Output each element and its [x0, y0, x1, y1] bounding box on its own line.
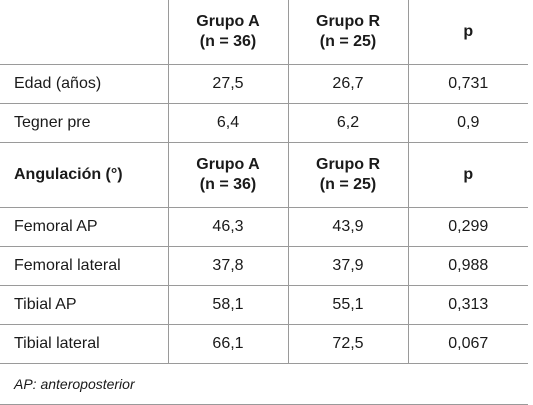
row-label: Femoral lateral [0, 246, 168, 286]
row-value-grupo-a: 46,3 [167, 207, 288, 247]
row-p-value: 0,067 [407, 324, 528, 364]
row-value-grupo-a: 27,5 [167, 64, 288, 104]
row-value-grupo-r: 43,9 [287, 207, 408, 247]
row-p-value: 0,299 [407, 207, 528, 247]
footnote-row: AP: anteroposterior [0, 363, 528, 405]
row-p-value: 0,731 [407, 64, 528, 104]
row-value-grupo-r: 72,5 [287, 324, 408, 364]
header-empty-cell [0, 0, 168, 65]
header-p-value: p [407, 0, 528, 65]
table-row: Tibial AP 58,1 55,1 0,313 [0, 285, 528, 325]
header-grupo-r-name: Grupo R [316, 13, 380, 30]
row-p-value: 0,313 [407, 285, 528, 325]
row-label: Tibial lateral [0, 324, 168, 364]
row-value-grupo-a: 58,1 [167, 285, 288, 325]
table-row: Femoral AP 46,3 43,9 0,299 [0, 207, 528, 247]
row-value-grupo-a: 6,4 [167, 103, 288, 143]
header-row-general: Grupo A (n = 36) Grupo R (n = 25) p [0, 0, 528, 65]
header-grupo-a-count: (n = 36) [199, 33, 257, 50]
row-value-grupo-a: 37,8 [167, 246, 288, 286]
row-value-grupo-r: 26,7 [287, 64, 408, 104]
table-row: Femoral lateral 37,8 37,9 0,988 [0, 246, 528, 286]
header-grupo-a-count: (n = 36) [199, 176, 257, 193]
header-grupo-a: Grupo A (n = 36) [167, 142, 288, 208]
row-value-grupo-r: 55,1 [287, 285, 408, 325]
row-value-grupo-r: 6,2 [287, 103, 408, 143]
row-label: Edad (años) [0, 64, 168, 104]
table-row: Tibial lateral 66,1 72,5 0,067 [0, 324, 528, 364]
header-angulation-label: Angulación (°) [0, 142, 168, 208]
row-label: Tibial AP [0, 285, 168, 325]
header-grupo-r: Grupo R (n = 25) [287, 142, 408, 208]
row-value-grupo-r: 37,9 [287, 246, 408, 286]
row-p-value: 0,988 [407, 246, 528, 286]
header-row-angulation: Angulación (°) Grupo A (n = 36) Grupo R … [0, 142, 528, 208]
table-row: Edad (años) 27,5 26,7 0,731 [0, 64, 528, 104]
footnote: AP: anteroposterior [0, 363, 528, 405]
header-p-value: p [407, 142, 528, 208]
header-grupo-r-count: (n = 25) [319, 33, 377, 50]
table-row: Tegner pre 6,4 6,2 0,9 [0, 103, 528, 143]
header-grupo-a: Grupo A (n = 36) [167, 0, 288, 65]
header-grupo-r-name: Grupo R [316, 156, 380, 173]
row-p-value: 0,9 [407, 103, 528, 143]
row-label: Tegner pre [0, 103, 168, 143]
header-grupo-a-name: Grupo A [196, 13, 260, 30]
row-value-grupo-a: 66,1 [167, 324, 288, 364]
header-grupo-r-count: (n = 25) [319, 176, 377, 193]
row-label: Femoral AP [0, 207, 168, 247]
header-grupo-r: Grupo R (n = 25) [287, 0, 408, 65]
header-grupo-a-name: Grupo A [196, 156, 260, 173]
